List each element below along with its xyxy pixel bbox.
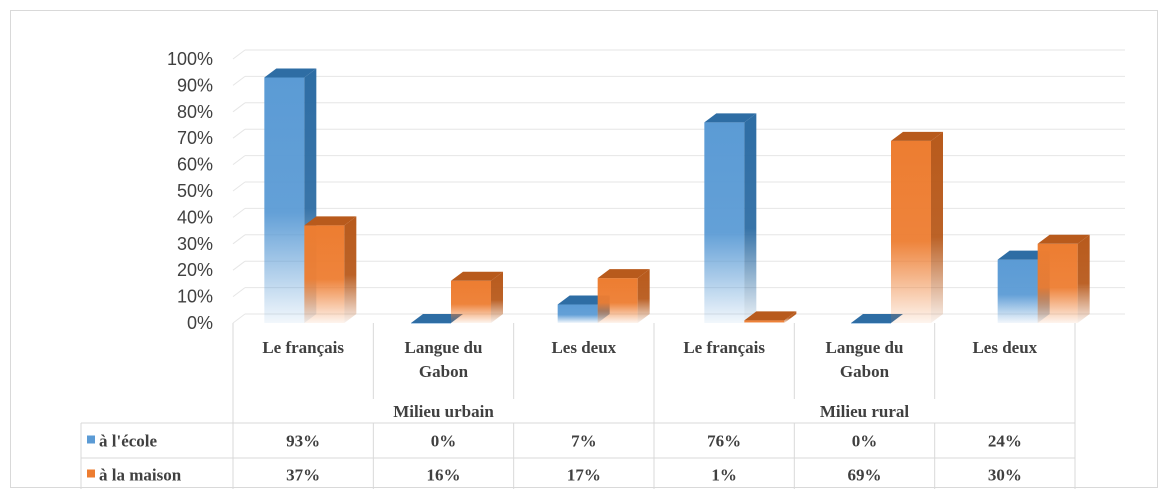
category-label: Les deux — [551, 338, 616, 357]
gridline-depth — [232, 260, 246, 271]
data-label: 37% — [286, 466, 320, 485]
category-label: Gabon — [419, 362, 469, 381]
legend-swatch-maison — [87, 469, 95, 478]
gridline-depth — [232, 313, 246, 324]
y-tick-label: 20% — [177, 260, 213, 280]
data-label: 69% — [848, 466, 882, 485]
y-tick-label: 10% — [177, 287, 213, 307]
group-label: Milieu urbain — [393, 402, 494, 421]
gridline-depth — [232, 234, 246, 245]
category-label: Le français — [262, 338, 344, 357]
gridline-depth — [232, 207, 246, 218]
bar-maison — [304, 216, 357, 323]
gridline-depth — [232, 287, 246, 298]
y-tick-label: 40% — [177, 207, 213, 227]
gridline-depth — [232, 76, 246, 86]
category-label: Langue du — [826, 338, 904, 357]
data-label: 0% — [852, 432, 878, 451]
data-label: 17% — [567, 466, 601, 485]
y-tick-label: 0% — [187, 313, 213, 333]
category-label: Le français — [683, 338, 765, 357]
series-label: à la maison — [99, 466, 182, 485]
data-label: 30% — [988, 466, 1022, 485]
data-label: 76% — [707, 432, 741, 451]
gridline-depth — [232, 49, 246, 60]
bars — [264, 68, 1090, 324]
bar-maison — [744, 311, 797, 323]
data-label: 7% — [571, 432, 597, 451]
chart-frame: 0% 10% 20% 30% 40% 50% 60% 70% 80% 90% 100% Le fra… — [10, 10, 1158, 489]
category-label: Les deux — [972, 338, 1037, 357]
bar-ecole — [704, 113, 757, 323]
gridline-depth — [232, 128, 246, 139]
y-axis-ticks: 0% 10% 20% 30% 40% 50% 60% 70% 80% 90% 100% — [167, 49, 213, 333]
data-table: Le français Langue du Gabon Les deux Le fran… — [80, 323, 1076, 489]
gridline-depth — [232, 181, 246, 192]
y-tick-label: 60% — [177, 155, 213, 175]
bar-maison — [451, 271, 503, 323]
bar-ecole — [851, 314, 903, 324]
gridline-depth — [232, 155, 246, 166]
y-tick-label: 80% — [177, 102, 213, 122]
bar-chart: 0% 10% 20% 30% 40% 50% 60% 70% 80% 90% 100% Le fra… — [80, 49, 1125, 489]
category-label: Langue du — [405, 338, 483, 357]
data-label: 0% — [431, 432, 457, 451]
gridline-depth — [232, 102, 246, 113]
bar-maison — [891, 131, 943, 323]
y-tick-label: 30% — [177, 234, 213, 254]
bar-ecole — [264, 68, 317, 323]
bar-ecole — [411, 314, 463, 324]
data-label: 24% — [988, 432, 1022, 451]
bar-maison — [597, 269, 650, 323]
y-tick-label: 70% — [177, 128, 213, 148]
grid-lines — [232, 49, 1125, 324]
data-label: 93% — [286, 432, 320, 451]
legend-swatch-ecole — [87, 435, 95, 444]
y-tick-label: 100% — [167, 49, 213, 69]
data-label: 16% — [427, 466, 461, 485]
y-tick-label: 50% — [177, 181, 213, 201]
category-label: Gabon — [840, 362, 890, 381]
bar-maison — [1037, 234, 1090, 323]
data-label: 1% — [711, 466, 737, 485]
y-tick-label: 90% — [177, 75, 213, 95]
group-label: Milieu rural — [820, 402, 910, 421]
series-label: à l'école — [99, 432, 158, 451]
